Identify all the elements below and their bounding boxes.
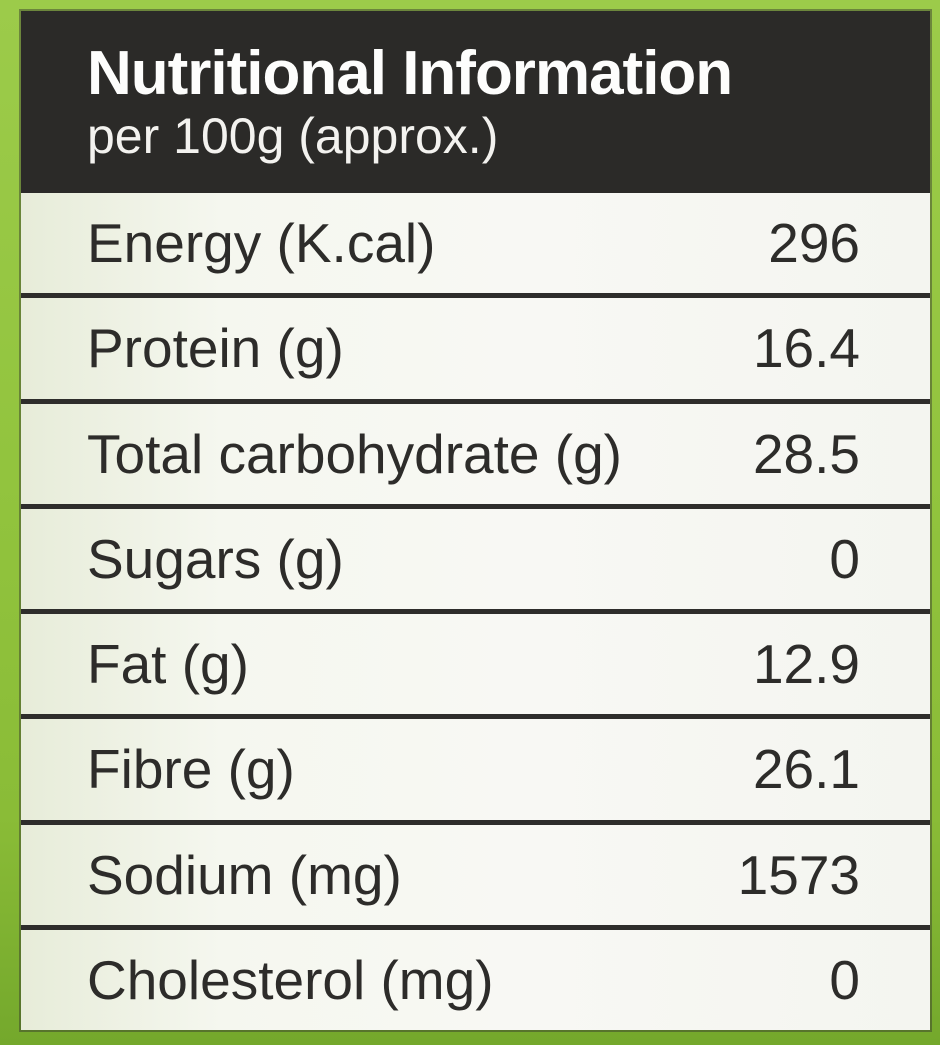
nutrient-name: Energy (K.cal) bbox=[87, 212, 436, 275]
nutrient-name: Sodium (mg) bbox=[87, 843, 402, 906]
nutrient-name: Fibre (g) bbox=[87, 738, 295, 801]
nutrient-value: 26.1 bbox=[752, 738, 860, 801]
nutrient-name: Cholesterol (mg) bbox=[87, 948, 494, 1011]
nutrient-value: 1573 bbox=[737, 843, 860, 906]
nutrient-name: Sugars (g) bbox=[87, 527, 344, 590]
nutrient-name: Protein (g) bbox=[87, 317, 344, 380]
label-header: Nutritional Information per 100g (approx… bbox=[21, 11, 930, 193]
label-card: Nutritional Information per 100g (approx… bbox=[19, 9, 932, 1032]
table-row: Energy (K.cal) 296 bbox=[21, 193, 930, 293]
nutrient-value: 12.9 bbox=[752, 633, 860, 696]
table-row: Fibre (g) 26.1 bbox=[21, 714, 930, 819]
nutrient-name: Fat (g) bbox=[87, 633, 249, 696]
nutrient-value: 0 bbox=[829, 948, 860, 1011]
nutrient-value: 28.5 bbox=[752, 422, 860, 485]
label-title: Nutritional Information bbox=[87, 39, 733, 109]
table-row: Total carbohydrate (g) 28.5 bbox=[21, 398, 930, 504]
nutrient-name: Total carbohydrate (g) bbox=[87, 422, 622, 485]
nutrient-value: 0 bbox=[829, 527, 860, 590]
table-row: Cholesterol (mg) 0 bbox=[21, 924, 930, 1030]
label-subtitle: per 100g (approx.) bbox=[87, 108, 499, 165]
nutrient-value: 296 bbox=[768, 212, 860, 275]
table-row: Protein (g) 16.4 bbox=[21, 293, 930, 398]
table-row: Sugars (g) 0 bbox=[21, 503, 930, 609]
table-row: Sodium (mg) 1573 bbox=[21, 819, 930, 925]
table-row: Fat (g) 12.9 bbox=[21, 609, 930, 714]
nutrient-value: 16.4 bbox=[752, 317, 860, 380]
nutrition-table: Energy (K.cal) 296 Protein (g) 16.4 Tota… bbox=[21, 193, 930, 1030]
